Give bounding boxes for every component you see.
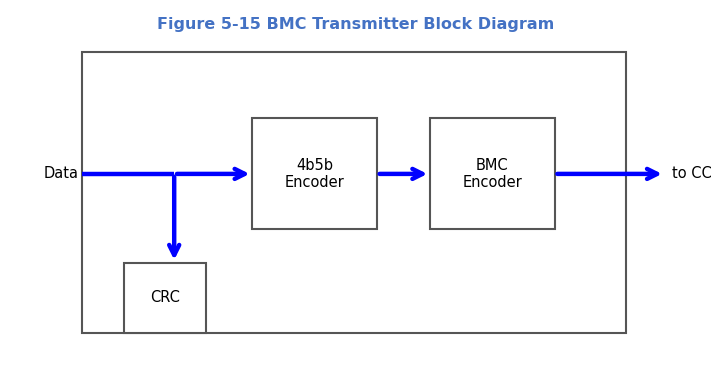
Bar <box>252 118 377 229</box>
Text: CRC: CRC <box>150 290 181 305</box>
Text: 4b5b
Encoder: 4b5b Encoder <box>284 158 345 190</box>
Bar <box>430 118 555 229</box>
Text: Figure 5-15 BMC Transmitter Block Diagram: Figure 5-15 BMC Transmitter Block Diagra… <box>157 17 554 32</box>
Bar <box>82 52 626 333</box>
Text: to CC: to CC <box>672 166 711 181</box>
Text: Data: Data <box>43 166 78 181</box>
Bar <box>124 263 206 333</box>
Text: BMC
Encoder: BMC Encoder <box>462 158 523 190</box>
